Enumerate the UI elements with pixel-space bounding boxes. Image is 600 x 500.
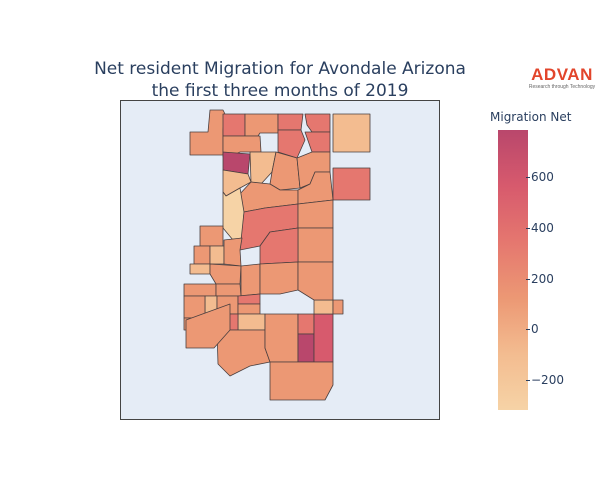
colorbar-tick-minus-200: −200 xyxy=(531,373,564,387)
tract-south-west-large[interactable] xyxy=(216,329,271,377)
tract-west-5[interactable] xyxy=(215,283,242,297)
tract-east-2[interactable] xyxy=(297,199,334,229)
tract-west-8[interactable] xyxy=(237,293,261,305)
tract-south-1[interactable] xyxy=(237,313,266,331)
tract-n-6[interactable] xyxy=(277,129,306,159)
tract-sw-tail[interactable] xyxy=(185,303,231,349)
colorbar-tick-mark-0 xyxy=(526,329,530,330)
tract-south-4[interactable] xyxy=(297,333,315,363)
colorbar-tick-200: 200 xyxy=(531,272,554,286)
logo-wordmark: ADVAN xyxy=(531,65,593,84)
tract-east-3[interactable] xyxy=(297,227,334,263)
tract-south-7[interactable] xyxy=(332,299,344,315)
tract-far-west-4[interactable] xyxy=(189,263,211,275)
tract-ne-top[interactable] xyxy=(332,113,371,153)
colorbar xyxy=(498,130,528,410)
tract-east-1[interactable] xyxy=(332,167,371,201)
advan-logo: ADVAN Research through Technology xyxy=(527,65,597,91)
tract-river-1[interactable] xyxy=(249,151,277,185)
tract-west-9[interactable] xyxy=(237,303,261,315)
tract-nw-top[interactable] xyxy=(189,109,226,156)
colorbar-tick-mark-200 xyxy=(526,279,530,280)
colorbar-tick-mark-600 xyxy=(526,177,530,178)
map-title: Net resident Migration for Avondale Ariz… xyxy=(60,58,500,102)
tract-central-5[interactable] xyxy=(240,263,261,297)
tract-south-large[interactable] xyxy=(269,361,334,401)
tract-west-4[interactable] xyxy=(209,263,242,285)
tract-far-west-1[interactable] xyxy=(199,225,224,247)
colorbar-tick-400: 400 xyxy=(531,221,554,235)
tract-n-4[interactable] xyxy=(304,113,331,133)
colorbar-tick-mark-minus-200 xyxy=(526,380,530,381)
title-line-1: Net resident Migration for Avondale Ariz… xyxy=(94,59,466,79)
tract-south-2[interactable] xyxy=(264,313,299,363)
tract-mid-2[interactable] xyxy=(297,261,334,301)
tract-south-6[interactable] xyxy=(313,299,334,315)
tract-n-1[interactable] xyxy=(222,113,246,137)
tract-far-west-3[interactable] xyxy=(209,245,225,265)
colorbar-tick-mark-400 xyxy=(526,228,530,229)
tract-far-west-5[interactable] xyxy=(183,283,217,297)
tract-west-3[interactable] xyxy=(223,237,243,267)
colorbar-tick-0: 0 xyxy=(531,322,539,336)
tract-west-2[interactable] xyxy=(222,187,245,241)
tract-south-5[interactable] xyxy=(313,313,334,363)
tract-n-2[interactable] xyxy=(244,113,279,137)
colorbar-title: Migration Net xyxy=(490,110,572,124)
tract-n-7[interactable] xyxy=(304,131,331,153)
tract-south-3[interactable] xyxy=(297,313,315,335)
logo-tagline: Research through Technology xyxy=(528,84,596,90)
tract-n-3[interactable] xyxy=(277,113,304,131)
tract-river-2[interactable] xyxy=(269,151,301,191)
colorbar-tick-600: 600 xyxy=(531,170,554,184)
census-tract-map xyxy=(183,109,371,401)
tract-mid-1[interactable] xyxy=(259,261,299,295)
tract-far-west-2[interactable] xyxy=(193,245,211,265)
title-line-2: the first three months of 2019 xyxy=(151,81,409,101)
